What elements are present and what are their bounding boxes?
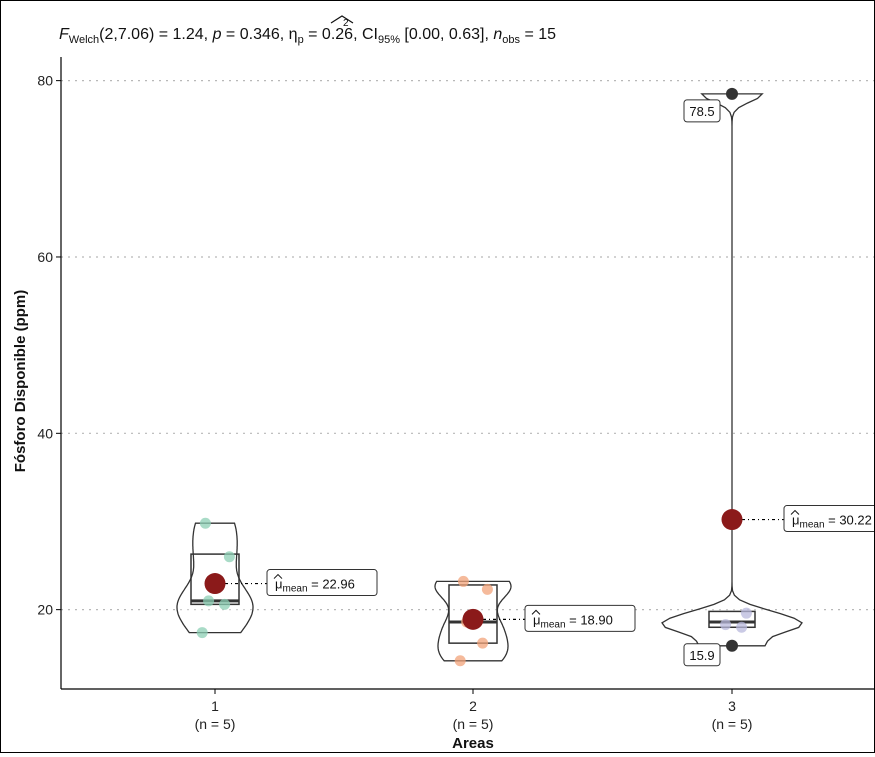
mean-hat-1: [273, 573, 283, 579]
y-axis-title: Fósforo Disponible (ppm): [12, 290, 29, 472]
y-tick-label-40: 40: [37, 425, 53, 441]
box-1: [190, 553, 240, 606]
x-tick-label-2: 2: [469, 698, 477, 714]
eta-superscript: 2: [343, 18, 349, 29]
data-point-2: [477, 637, 489, 649]
data-point-3: [726, 639, 738, 652]
mean-label-1: μmean = 22.96: [275, 577, 355, 595]
data-point-1: [199, 517, 211, 529]
mean-label-box-3: [783, 505, 875, 533]
x-tick-label-1: 1: [211, 698, 219, 714]
mean-hat-2: [531, 609, 541, 615]
data-point-3: [726, 87, 738, 100]
outlier-label-box: [683, 99, 721, 123]
x-tick-n-label-2: (n = 5): [453, 716, 494, 732]
data-point-3: [720, 619, 732, 631]
box-2: [448, 584, 498, 644]
chart-subtitle: FWelch(2,7.06) = 1.24, p = 0.346, ηp = 0…: [59, 26, 556, 46]
outlier-label: 15.9: [689, 648, 714, 663]
x-tick-n-label-3: (n = 5): [712, 716, 753, 732]
y-tick-label-60: 60: [37, 249, 53, 265]
data-point-1: [223, 551, 235, 563]
data-point-1: [196, 627, 208, 639]
x-axis-title: Areas: [452, 735, 494, 752]
boxplot-3: [708, 610, 756, 629]
data-point-1: [203, 595, 215, 607]
violin-3: [661, 93, 803, 647]
data-point-1: [219, 598, 231, 610]
mean-point-2: [462, 608, 484, 630]
outlier-label-box: [683, 643, 721, 667]
boxplot-1: [190, 553, 240, 606]
axes: 20 40 60 80 1 (n = 5) 2 (n = 5) 3 (n = 5): [37, 57, 874, 732]
mean-label-3: μmean = 30.22: [792, 513, 872, 531]
data-point-2: [481, 583, 493, 595]
mean-hat-3: [790, 509, 800, 515]
means: μmean = 22.96 μmean = 18.90 μmean = 30.22: [204, 505, 875, 632]
data-point-2: [457, 575, 469, 587]
data-points: 78.5 15.9: [196, 87, 752, 667]
x-tick-n-label-1: (n = 5): [195, 716, 236, 732]
violin-group-3: [661, 93, 803, 647]
mean-label-box-1: [266, 569, 378, 597]
mean-label-box-2: [524, 604, 636, 632]
y-tick-label-20: 20: [37, 602, 53, 618]
mean-point-1: [204, 573, 226, 595]
data-point-2: [454, 655, 466, 667]
y-tick-label-80: 80: [37, 73, 53, 89]
data-point-3: [736, 621, 748, 633]
box-3: [708, 610, 756, 629]
gridlines: [61, 80, 874, 611]
mean-label-2: μmean = 18.90: [533, 612, 613, 630]
eta-hat-mark: [330, 15, 354, 24]
data-point-3: [740, 607, 752, 619]
x-tick-label-3: 3: [728, 698, 736, 714]
mean-point-3: [721, 509, 743, 531]
outlier-label: 78.5: [689, 104, 714, 119]
